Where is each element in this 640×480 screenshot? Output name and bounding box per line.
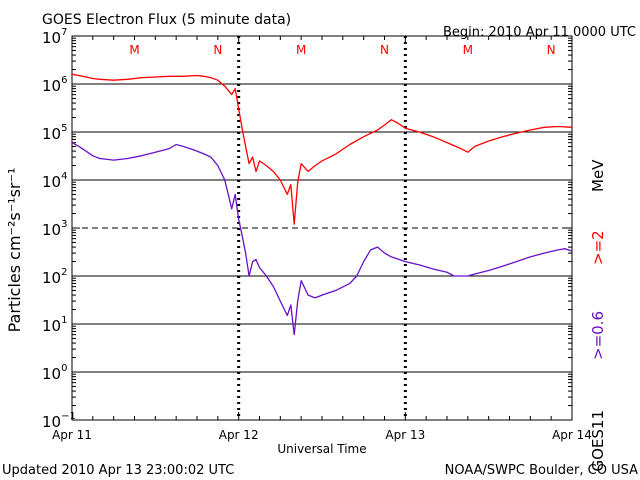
legend-unit: MeV: [589, 159, 607, 192]
mn-marker: M: [463, 43, 473, 57]
y-tick-label: 10−1: [42, 411, 76, 431]
x-tick-label: Apr 11: [52, 428, 92, 442]
series-line: [71, 73, 573, 225]
y-tick-label: 107: [42, 27, 67, 47]
series-line: [71, 142, 573, 336]
y-tick-label: 106: [42, 75, 67, 95]
y-tick-label: 105: [42, 123, 67, 143]
updated-footer: Updated 2010 Apr 13 23:00:02 UTC: [2, 463, 234, 478]
x-axis-label: Universal Time: [277, 442, 366, 456]
y-tick-label: 101: [42, 315, 67, 335]
legend-high-energy: >=2: [589, 230, 607, 265]
axis-ticks: [71, 35, 573, 421]
y-tick-label: 100: [42, 363, 67, 383]
grid-lines: [72, 83, 572, 373]
x-tick-labels: Apr 11 Apr 12 Apr 13 Apr 14: [52, 428, 592, 442]
y-tick-label: 104: [42, 171, 67, 191]
mn-marker: M: [296, 43, 306, 57]
begin-label: Begin: 2010 Apr 11 0000 UTC: [443, 25, 636, 40]
x-tick-label: Apr 13: [385, 428, 425, 442]
series-lines: [71, 73, 573, 336]
mn-marker: N: [547, 43, 556, 57]
x-tick-label: Apr 12: [219, 428, 259, 442]
mn-marker: M: [129, 43, 139, 57]
chart-title: GOES Electron Flux (5 minute data): [42, 12, 291, 28]
day-separator-lines: [237, 36, 407, 420]
y-tick-label: 103: [42, 219, 67, 239]
mn-marker: N: [380, 43, 389, 57]
legend-low-energy: >=0.6: [589, 311, 607, 360]
y-axis-label: Particles cm⁻²s⁻¹sr⁻¹: [5, 168, 24, 333]
y-tick-label: 102: [42, 267, 67, 287]
y-tick-labels: 107 106 105 104 103 102 101 100 10−1: [42, 27, 76, 431]
source-footer: NOAA/SWPC Boulder, CO USA: [445, 463, 638, 478]
satellite-label: GOES11: [589, 410, 607, 472]
mn-marker: N: [213, 43, 222, 57]
x-tick-label: Apr 14: [552, 428, 592, 442]
